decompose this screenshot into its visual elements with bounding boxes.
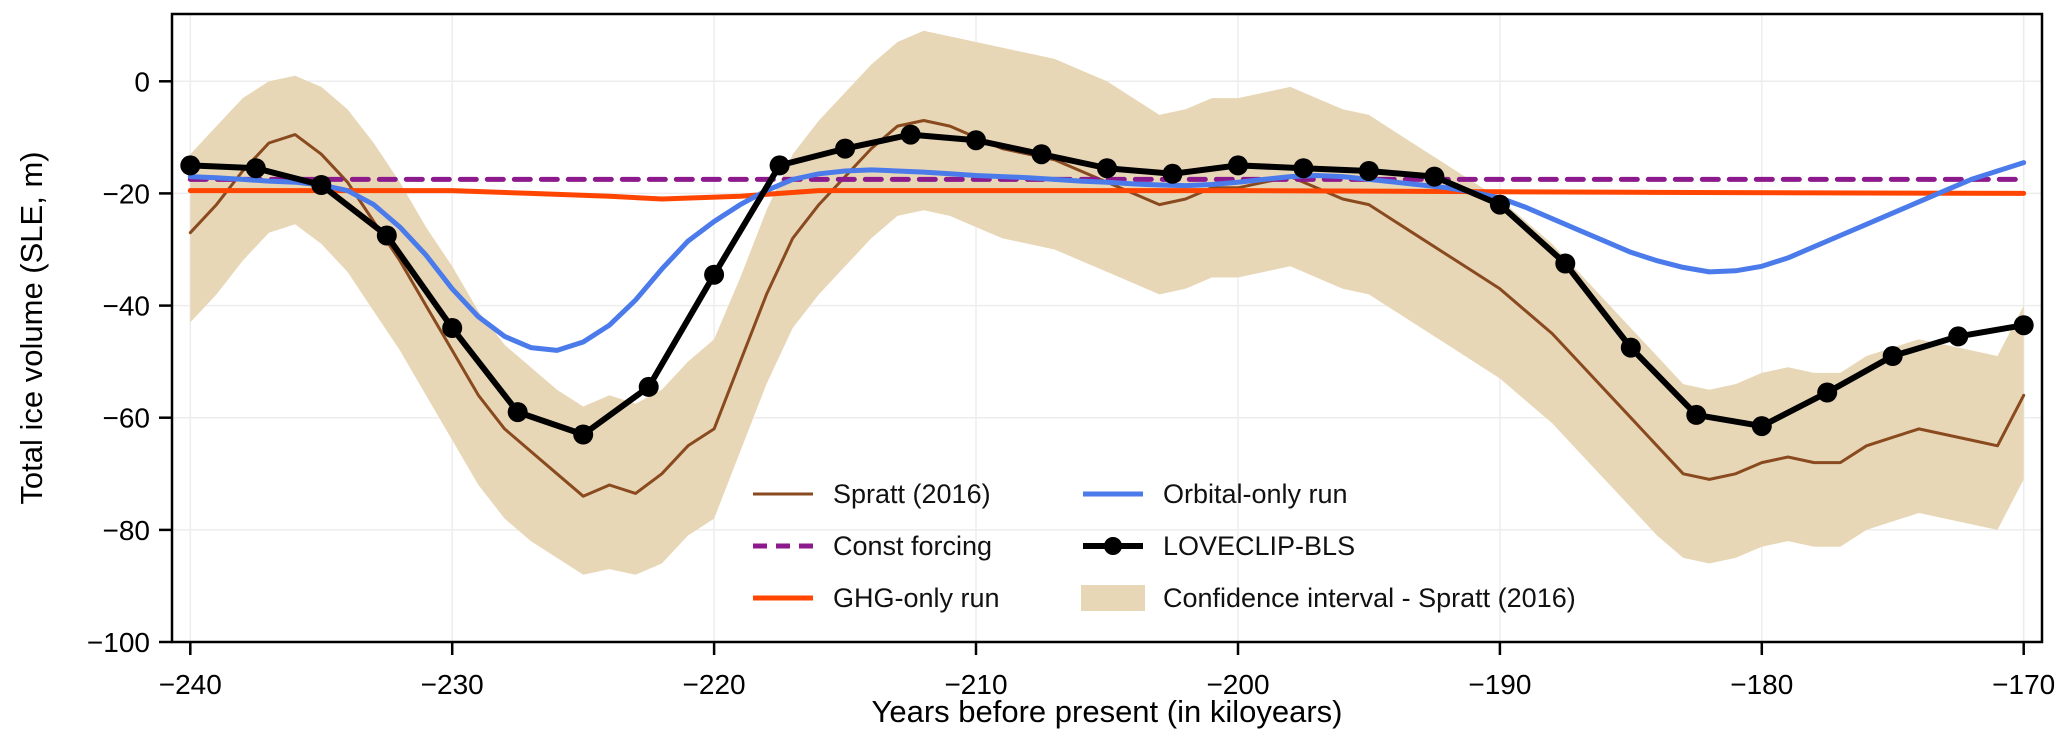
series-line-3 bbox=[187, 160, 2027, 353]
svg-text:−210: −210 bbox=[944, 669, 1007, 700]
legend-label-const-forcing: Const forcing bbox=[833, 530, 993, 561]
orbital-line-swatch-icon bbox=[1081, 479, 1145, 509]
svg-text:−200: −200 bbox=[1206, 669, 1269, 700]
svg-text:−170: −170 bbox=[1992, 669, 2055, 700]
x-axis-title: Years before present (in kiloyears) bbox=[872, 694, 1343, 729]
svg-text:−240: −240 bbox=[159, 669, 222, 700]
x-axis: −240 −230 −220 −210 −200 −190 −180 −170 Years be… bbox=[159, 642, 2055, 729]
legend-row-3: GHG-only run Confidence interval - Sprat… bbox=[751, 572, 1576, 624]
svg-text:−180: −180 bbox=[1730, 669, 1793, 700]
ghg-line-swatch-icon bbox=[751, 583, 815, 613]
y-axis-title: Total ice volume (SLE, m) bbox=[14, 151, 49, 504]
y-axis: 0 −20 −40 −60 −80 −100 Total ice volume (SLE, … bbox=[14, 66, 172, 658]
svg-text:−190: −190 bbox=[1468, 669, 1531, 700]
confidence-band-swatch-icon bbox=[1081, 583, 1145, 613]
legend-label-loveclip: LOVECLIP-BLS bbox=[1163, 530, 1356, 561]
plot-border bbox=[170, 12, 2044, 644]
svg-text:−20: −20 bbox=[103, 178, 151, 209]
svg-text:−230: −230 bbox=[421, 669, 484, 700]
legend-row-1: Spratt (2016) Orbital-only run bbox=[751, 468, 1576, 520]
spratt-line-swatch-icon bbox=[751, 479, 815, 509]
svg-text:0: 0 bbox=[134, 66, 150, 97]
loveclip-line-marker-swatch-icon bbox=[1081, 531, 1145, 561]
legend-item-confidence-interval: Confidence interval - Spratt (2016) bbox=[1081, 572, 1576, 624]
legend-item-orbital: Orbital-only run bbox=[1081, 468, 1348, 520]
series-line-2 bbox=[187, 188, 2027, 202]
legend-row-2: Const forcing LOVECLIP-BLS bbox=[751, 520, 1576, 572]
legend-label-orbital: Orbital-only run bbox=[1163, 478, 1348, 509]
legend-label-spratt: Spratt (2016) bbox=[833, 478, 991, 509]
const-forcing-dashed-swatch-icon bbox=[751, 531, 815, 561]
confidence-band bbox=[190, 30, 2024, 575]
svg-text:−100: −100 bbox=[87, 627, 150, 658]
svg-text:−60: −60 bbox=[103, 403, 151, 434]
legend-item-ghg: GHG-only run bbox=[751, 572, 1081, 624]
svg-text:−40: −40 bbox=[103, 291, 151, 322]
legend: Spratt (2016) Orbital-only run Const for… bbox=[751, 468, 1576, 624]
legend-label-ghg: GHG-only run bbox=[833, 582, 1000, 613]
series-markers-4 bbox=[180, 124, 2034, 445]
legend-label-confidence-interval: Confidence interval - Spratt (2016) bbox=[1163, 582, 1576, 613]
svg-text:−220: −220 bbox=[683, 669, 746, 700]
svg-text:−80: −80 bbox=[103, 515, 151, 546]
legend-item-loveclip: LOVECLIP-BLS bbox=[1081, 520, 1355, 572]
legend-item-const-forcing: Const forcing bbox=[751, 520, 1081, 572]
legend-item-spratt: Spratt (2016) bbox=[751, 468, 1081, 520]
